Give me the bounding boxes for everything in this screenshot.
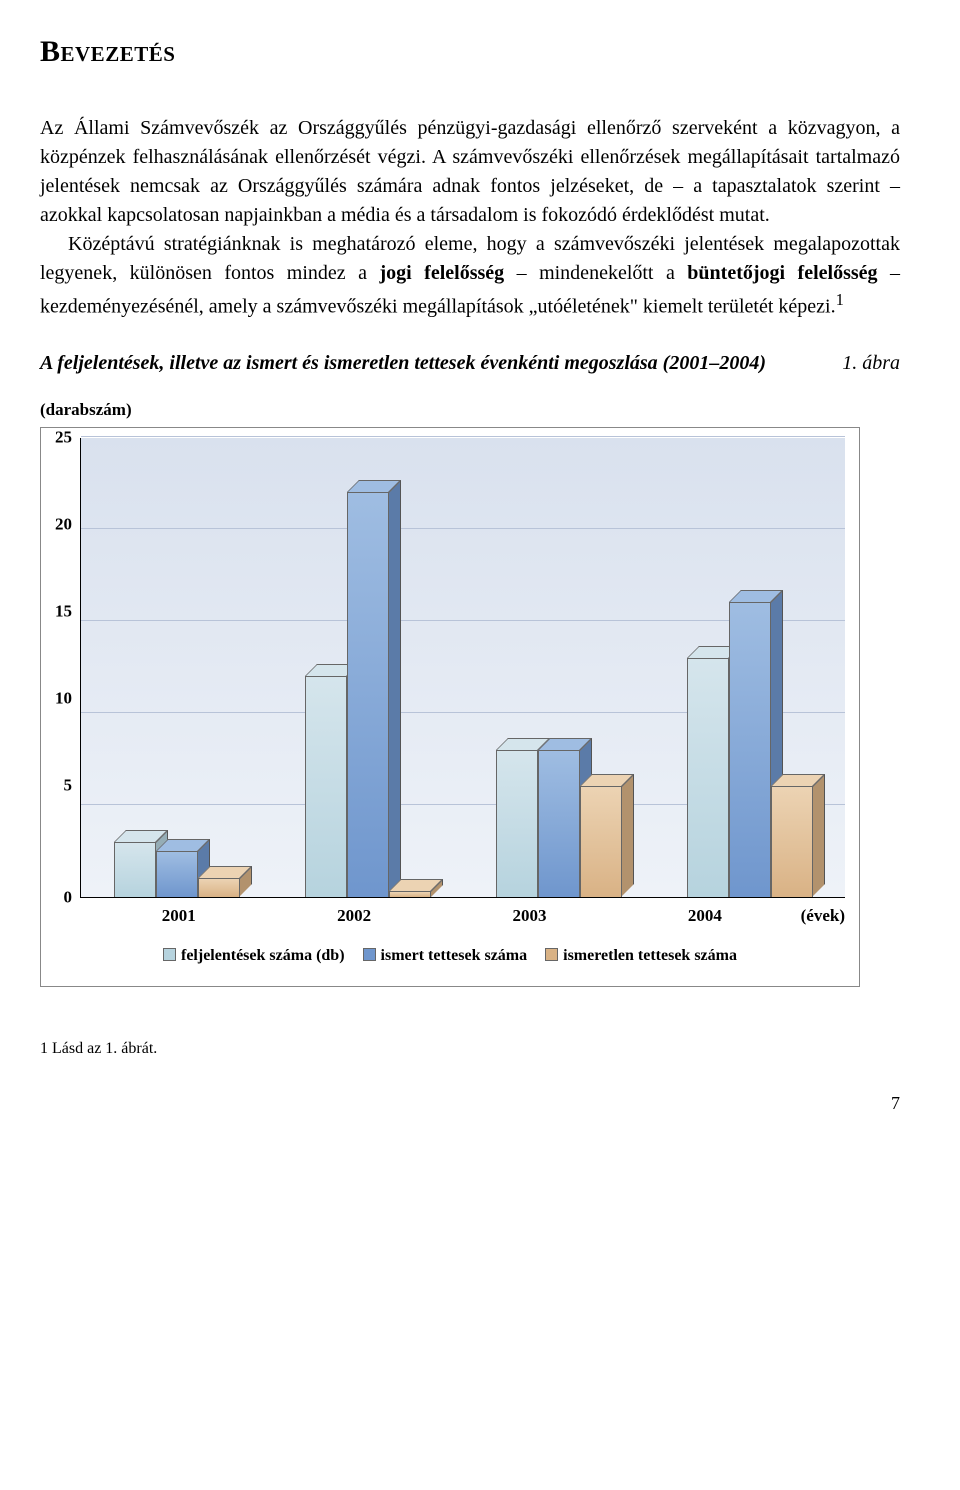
bar [687,658,729,897]
legend: feljelentések száma (db) ismert tettesek … [55,944,845,967]
y-tick: 20 [55,513,72,538]
bar-group [305,492,431,897]
figure-number: 1. ábra [842,349,900,378]
bar [496,750,538,897]
chart-ylabel: (darabszám) [40,398,900,423]
bar-group [114,842,240,897]
legend-label: ismeretlen tettesek száma [563,947,737,964]
bar-chart: 25 20 15 10 5 0 2001 2002 2003 2004 (évek) felje… [40,427,860,987]
footnote-ref: 1 [836,290,844,309]
y-tick: 25 [55,425,72,450]
x-axis-label: (évek) [793,898,845,929]
bar [729,602,771,896]
footnote: 1 Lásd az 1. ábrát. [40,1037,900,1060]
legend-item: feljelentések száma (db) [163,944,345,967]
plot-area [80,438,845,898]
legend-item: ismeretlen tettesek száma [545,944,737,967]
x-axis: 2001 2002 2003 2004 [91,898,793,929]
y-tick: 10 [55,687,72,712]
x-tick: 2004 [688,904,722,929]
y-tick: 0 [64,885,73,910]
p2-b: jogi felelősség [379,262,504,284]
legend-swatch [163,948,176,961]
bar [114,842,156,897]
bar [580,786,622,896]
p2-c: – mindenekelőtt a [504,262,687,284]
gridline [81,436,845,437]
bar [538,750,580,897]
x-tick: 2002 [337,904,371,929]
legend-swatch [363,948,376,961]
bar [156,851,198,897]
bar-group [687,602,813,896]
bar [305,676,347,897]
bar-group [496,750,622,897]
figure-caption-row: A feljelentések, illetve az ismert és is… [40,349,900,378]
page-number: 7 [40,1090,900,1116]
bar [771,786,813,896]
section-heading: Bevezetés [40,30,900,74]
p2-d: büntetőjogi felelősség [687,262,877,284]
bar [198,878,240,896]
y-axis: 2520151050 [55,438,80,898]
legend-label: ismert tettesek száma [381,947,528,964]
x-tick: 2003 [513,904,547,929]
y-tick: 5 [64,774,73,799]
legend-label: feljelentések száma (db) [181,947,345,964]
y-tick: 15 [55,600,72,625]
paragraph-1: Az Állami Számvevőszék az Országgyűlés p… [40,114,900,230]
legend-swatch [545,948,558,961]
x-tick: 2001 [162,904,196,929]
legend-item: ismert tettesek száma [363,944,528,967]
bar [347,492,389,897]
figure-caption: A feljelentések, illetve az ismert és is… [40,349,824,378]
bar [389,891,431,897]
paragraph-2: Középtávú stratégiánknak is meghatározó … [40,230,900,322]
